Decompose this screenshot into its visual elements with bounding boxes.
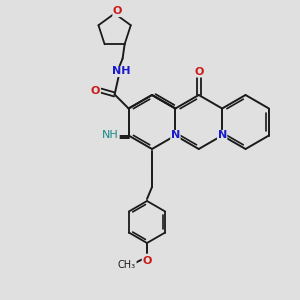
Text: O: O: [194, 67, 203, 77]
Text: O: O: [142, 256, 152, 266]
Text: CH₃: CH₃: [118, 260, 136, 270]
Text: O: O: [91, 85, 100, 95]
Text: O: O: [113, 7, 122, 16]
Text: NH: NH: [102, 130, 119, 140]
Text: N: N: [218, 130, 227, 140]
Text: NH: NH: [112, 67, 131, 76]
Text: N: N: [171, 130, 180, 140]
